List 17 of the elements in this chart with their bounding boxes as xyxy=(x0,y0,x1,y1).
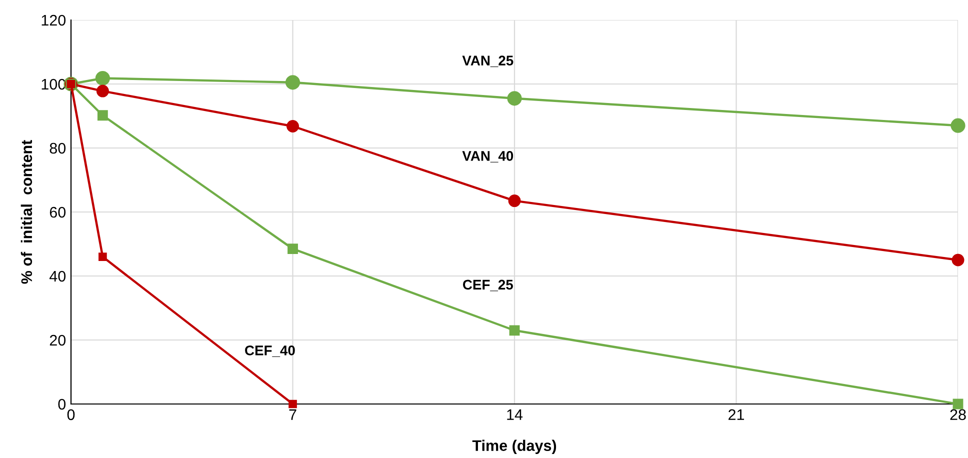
series-label: VAN_40 xyxy=(462,151,514,162)
y-tick-label: 20 xyxy=(50,334,66,346)
x-tick-label: 0 xyxy=(67,409,75,420)
series-label: VAN_25 xyxy=(462,56,514,68)
y-tick-label: 120 xyxy=(42,14,66,26)
y-tick-label: 60 xyxy=(50,206,66,218)
x-tick-label: 28 xyxy=(950,409,966,420)
series-label: CEF_40 xyxy=(245,346,295,357)
x-tick-label: 21 xyxy=(728,409,744,420)
x-tick-label: 7 xyxy=(289,409,296,420)
y-axis-title: % of initial content xyxy=(20,140,32,284)
x-tick-label: 14 xyxy=(507,409,523,420)
series-label: CEF_25 xyxy=(462,280,513,292)
y-tick-label: 40 xyxy=(50,270,66,282)
x-axis-title: Time (days) xyxy=(472,440,556,454)
y-tick-label: 0 xyxy=(58,398,66,410)
y-tick-label: 80 xyxy=(50,142,66,154)
